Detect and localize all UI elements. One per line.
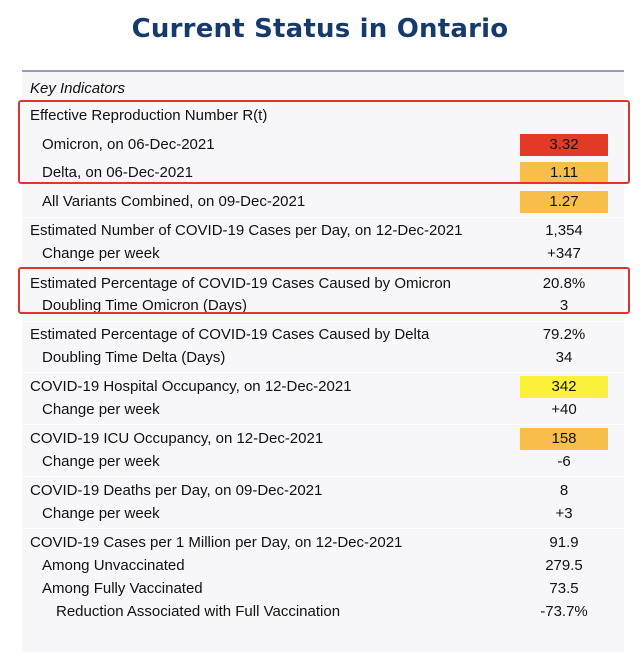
row-separator (22, 424, 624, 425)
row-label: Effective Reproduction Number R(t) (30, 107, 268, 124)
row-value: +347 (547, 245, 581, 262)
row-value: 3 (559, 297, 569, 314)
table-row: Change per week +347 (22, 243, 624, 265)
row-value: 279.5 (545, 557, 583, 574)
row-value: 73.5 (549, 580, 579, 597)
row-label: Estimated Percentage of COVID-19 Cases C… (30, 275, 452, 292)
row-label: Change per week (42, 505, 160, 522)
page-title: Current Status in Ontario (131, 14, 509, 44)
table-header-row: Key Indicators (22, 78, 624, 100)
table-row: Doubling Time Delta (Days) 34 (22, 347, 624, 369)
row-value: +3 (555, 505, 573, 522)
table-row: COVID-19 Hospital Occupancy, on 12-Dec-2… (22, 376, 624, 398)
row-label: COVID-19 Cases per 1 Million per Day, on… (30, 534, 403, 551)
row-separator (22, 372, 624, 373)
table-row: Doubling Time Omicron (Days) 3 (22, 295, 624, 317)
row-label: Doubling Time Omicron (Days) (42, 297, 248, 314)
table-row: All Variants Combined, on 09-Dec-2021 1.… (22, 191, 624, 213)
table-row: COVID-19 ICU Occupancy, on 12-Dec-2021 1… (22, 428, 624, 450)
row-value-orange: 1.11 (520, 162, 608, 184)
table-row: Omicron, on 06-Dec-2021 3.32 (22, 134, 624, 156)
row-value: 8 (559, 482, 569, 499)
table-header: Key Indicators (30, 80, 126, 97)
table-row: Change per week +40 (22, 399, 624, 421)
row-label: COVID-19 Hospital Occupancy, on 12-Dec-2… (30, 378, 352, 395)
highlight-box-omicron (18, 267, 630, 314)
table-row: Change per week -6 (22, 451, 624, 473)
row-label: Change per week (42, 245, 160, 262)
row-label: Delta, on 06-Dec-2021 (42, 164, 193, 181)
row-value-red: 3.32 (520, 134, 608, 156)
row-label: Omicron, on 06-Dec-2021 (42, 136, 215, 153)
key-indicators-table: Key Indicators Effective Reproduction Nu… (22, 70, 624, 652)
row-separator (22, 476, 624, 477)
row-label: Reduction Associated with Full Vaccinati… (56, 603, 341, 620)
row-label: COVID-19 ICU Occupancy, on 12-Dec-2021 (30, 430, 324, 447)
row-value: 20.8% (542, 275, 586, 292)
row-label: All Variants Combined, on 09-Dec-2021 (42, 193, 306, 210)
row-value: -6 (557, 453, 571, 470)
table-row: Change per week +3 (22, 503, 624, 525)
row-label: Estimated Percentage of COVID-19 Cases C… (30, 326, 430, 343)
row-separator (22, 528, 624, 529)
row-value: 34 (555, 349, 573, 366)
row-value: 1,354 (545, 222, 583, 239)
table-row: Among Fully Vaccinated 73.5 (22, 578, 624, 600)
table-row: COVID-19 Deaths per Day, on 09-Dec-2021 … (22, 480, 624, 502)
table-row: Among Unvaccinated 279.5 (22, 555, 624, 577)
row-value: -73.7% (540, 603, 588, 620)
row-value-yellow: 342 (520, 376, 608, 398)
row-label: Change per week (42, 401, 160, 418)
row-value: 91.9 (549, 534, 579, 551)
table-row: Estimated Percentage of COVID-19 Cases C… (22, 273, 624, 295)
row-label: Among Fully Vaccinated (42, 580, 203, 597)
table-row: Delta, on 06-Dec-2021 1.11 (22, 162, 624, 184)
row-label: Among Unvaccinated (42, 557, 185, 574)
row-value-orange: 1.27 (520, 191, 608, 213)
row-value: +40 (551, 401, 577, 418)
row-label: Estimated Number of COVID-19 Cases per D… (30, 222, 463, 239)
row-label: Doubling Time Delta (Days) (42, 349, 226, 366)
row-value: 79.2% (542, 326, 586, 343)
table-row: Estimated Percentage of COVID-19 Cases C… (22, 324, 624, 346)
table-row: COVID-19 Cases per 1 Million per Day, on… (22, 532, 624, 554)
row-label: COVID-19 Deaths per Day, on 09-Dec-2021 (30, 482, 323, 499)
table-row: Reduction Associated with Full Vaccinati… (22, 601, 624, 623)
row-label: Change per week (42, 453, 160, 470)
table-row: Estimated Number of COVID-19 Cases per D… (22, 220, 624, 242)
table-row: Effective Reproduction Number R(t) (22, 105, 624, 127)
row-separator (22, 321, 624, 322)
row-separator (22, 217, 624, 218)
highlight-box-rt (18, 100, 630, 184)
row-value-orange: 158 (520, 428, 608, 450)
